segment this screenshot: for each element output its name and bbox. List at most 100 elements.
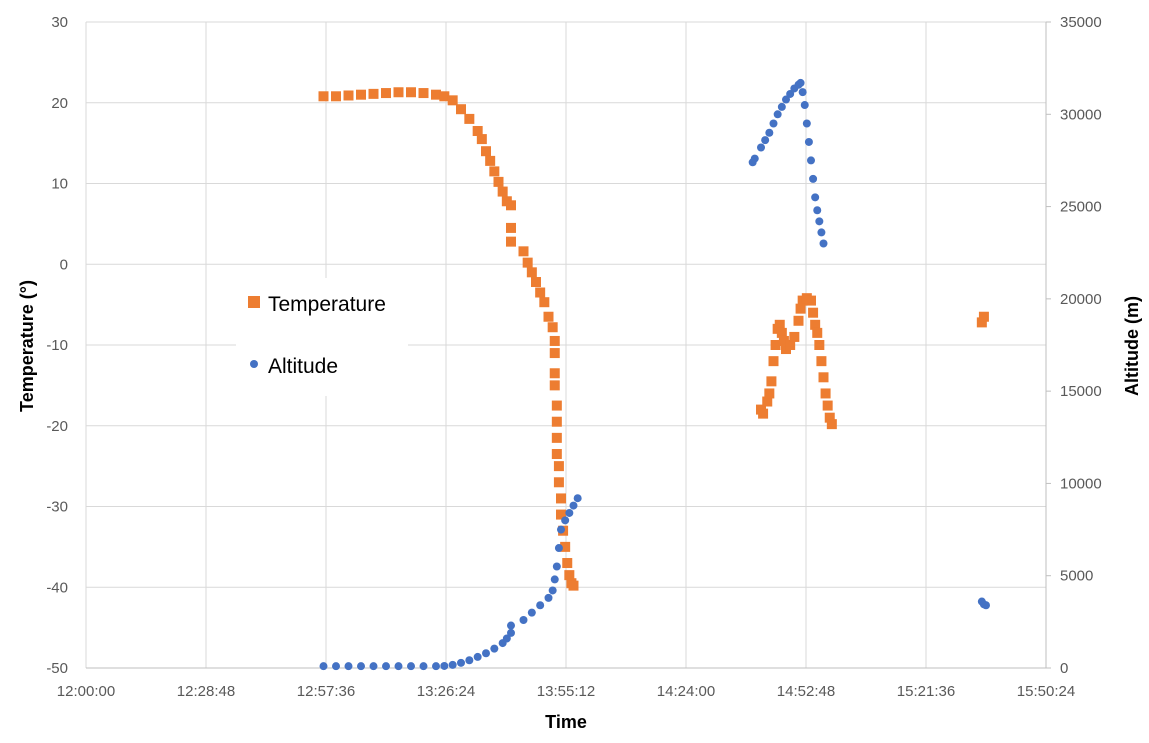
altitude-point	[407, 662, 415, 671]
temperature-point	[464, 113, 475, 124]
temperature-point	[814, 340, 825, 350]
temperature-point	[549, 380, 560, 391]
legend-altitude-marker	[250, 360, 258, 368]
altitude-point	[800, 101, 809, 110]
altitude-point	[796, 78, 805, 87]
y-tick-label: -40	[46, 579, 68, 596]
temperature-point	[356, 89, 366, 100]
temperature-point	[785, 340, 796, 350]
legend-altitude-label: Altitude	[268, 355, 338, 378]
altitude-point	[573, 494, 582, 503]
legend-temperature-marker	[248, 296, 260, 308]
altitude-point	[773, 110, 782, 119]
temperature-point	[556, 509, 566, 520]
temperature-point	[764, 388, 775, 399]
temperature-point	[551, 416, 562, 427]
altitude-point	[761, 136, 770, 145]
altitude-point	[319, 662, 328, 671]
temperature-point	[549, 348, 560, 359]
altitude-point	[482, 649, 490, 658]
temperature-point	[456, 104, 466, 115]
y2-tick-label: 15000	[1060, 383, 1102, 400]
temperature-point	[818, 372, 829, 383]
temperature-point	[820, 388, 831, 399]
temperature-point	[560, 541, 571, 552]
altitude-point	[809, 174, 818, 183]
temperature-point	[808, 307, 819, 318]
temperature-point	[824, 412, 835, 423]
altitude-point	[750, 154, 759, 163]
y-tick-label: -50	[46, 660, 68, 677]
temperature-point	[489, 166, 500, 177]
temperature-point	[795, 303, 806, 314]
y2-tick-label: 35000	[1060, 14, 1102, 31]
temperature-point	[343, 90, 354, 101]
altitude-point	[817, 228, 826, 237]
altitude-point	[519, 616, 528, 625]
temperature-point	[547, 322, 558, 333]
altitude-point	[982, 601, 990, 610]
temperature-point	[526, 267, 537, 278]
altitude-point	[457, 658, 465, 667]
altitude-point	[344, 662, 353, 671]
temperature-point	[564, 570, 575, 581]
temperature-point	[762, 396, 773, 407]
legend-background	[236, 278, 408, 396]
temperature-point	[976, 317, 987, 328]
altitude-point	[357, 662, 365, 671]
y2-tick-label: 10000	[1060, 475, 1102, 492]
altitude-point	[527, 608, 536, 617]
y2-axis-title: Altitude (m)	[1122, 296, 1142, 396]
altitude-point	[554, 544, 563, 553]
temperature-point	[549, 368, 560, 379]
temperature-point	[535, 287, 546, 298]
temperature-point	[381, 88, 391, 99]
temperature-point	[472, 126, 483, 137]
temperature-point	[774, 319, 785, 330]
temperature-point	[758, 408, 769, 419]
altitude-point	[802, 119, 811, 128]
y-tick-label: -10	[46, 337, 68, 354]
temperature-point	[768, 356, 779, 367]
altitude-point	[465, 656, 474, 665]
temperature-point	[568, 580, 579, 591]
x-axis-title: Time	[545, 712, 587, 732]
altitude-point	[490, 644, 499, 653]
y-tick-label: 30	[51, 14, 68, 31]
temperature-point	[816, 356, 827, 367]
x-tick-label: 13:26:24	[417, 683, 475, 700]
temperature-point	[539, 297, 550, 308]
temperature-point	[331, 91, 341, 102]
temperature-point	[418, 88, 429, 99]
temperature-point	[481, 146, 491, 157]
altitude-point	[369, 662, 378, 671]
temperature-point	[806, 295, 816, 306]
x-tick-label: 12:28:48	[177, 683, 235, 700]
temperature-point	[553, 477, 564, 488]
temperature-point	[318, 91, 329, 102]
temperature-point	[549, 335, 560, 346]
altitude-point	[548, 586, 557, 595]
temperature-point	[518, 246, 529, 257]
temperature-point	[368, 88, 379, 99]
altitude-point	[544, 593, 553, 602]
altitude-point	[757, 143, 765, 152]
x-tick-label: 14:24:00	[657, 683, 715, 700]
temperature-point	[562, 558, 573, 569]
temperature-point	[506, 236, 516, 247]
y2-tick-label: 30000	[1060, 106, 1102, 123]
temperature-point	[556, 493, 566, 504]
y-axis-title: Temperature (°)	[17, 280, 37, 412]
temperature-point	[497, 186, 508, 197]
altitude-point	[569, 501, 578, 510]
temperature-point	[793, 315, 804, 326]
altitude-point	[798, 88, 807, 97]
temperature-point	[822, 400, 833, 411]
temperature-point	[789, 331, 800, 342]
x-tick-label: 15:21:36	[897, 683, 955, 700]
altitude-point	[382, 662, 390, 671]
temperature-point	[447, 95, 458, 106]
series-altitude	[319, 78, 990, 671]
temperature-point	[531, 277, 541, 288]
